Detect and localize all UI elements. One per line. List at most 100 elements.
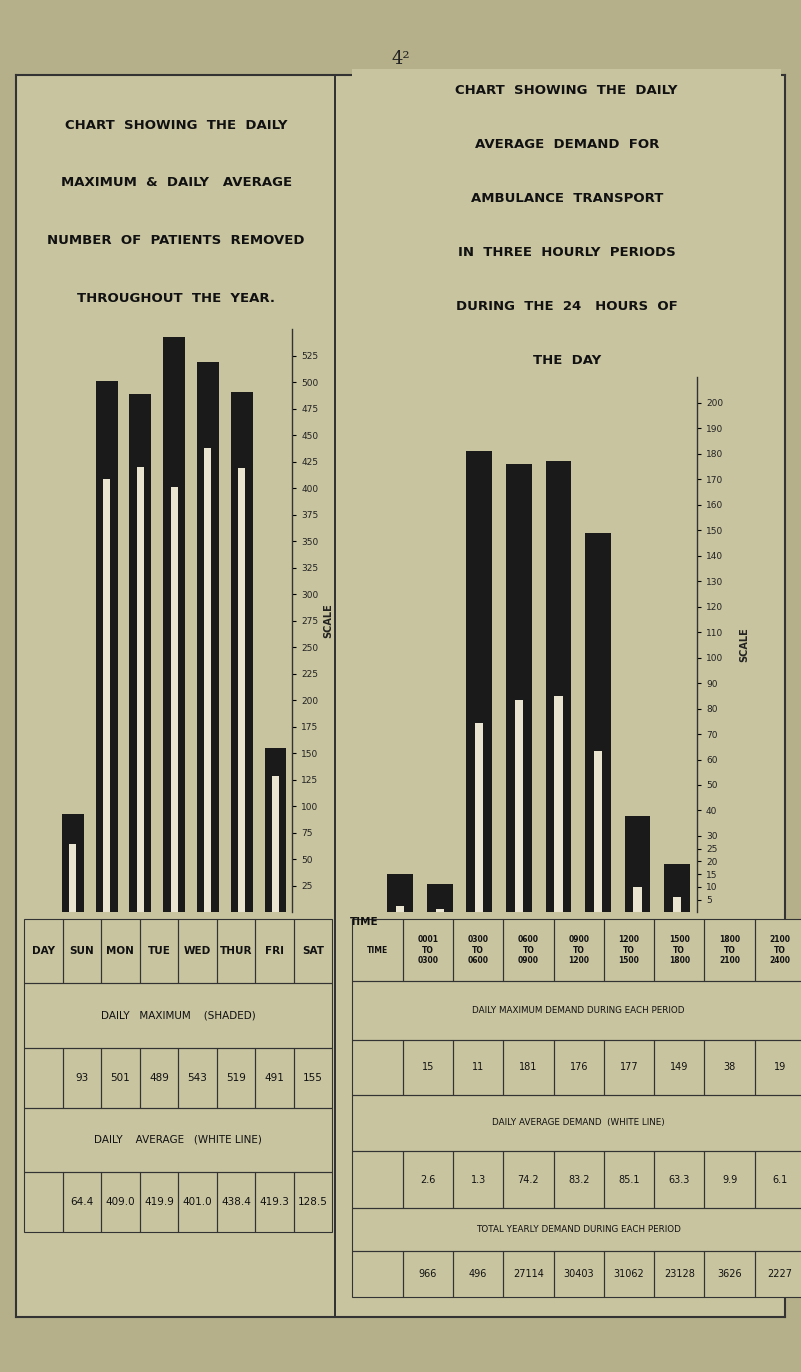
Bar [503,1040,553,1095]
Bar [352,1040,403,1095]
Text: 93: 93 [75,1073,88,1083]
Text: 85.1: 85.1 [618,1174,640,1184]
Bar [503,919,553,981]
Text: 64.4: 64.4 [70,1198,94,1207]
Text: 419.9: 419.9 [144,1198,174,1207]
Text: 181: 181 [519,1062,537,1073]
Bar [396,906,405,912]
Bar [171,487,178,912]
Bar [755,1151,801,1207]
Bar [24,984,332,1048]
Bar [103,479,111,912]
Text: 6.1: 6.1 [772,1174,787,1184]
Bar [554,696,562,912]
Text: 1500
TO
1800: 1500 TO 1800 [669,936,690,966]
Bar [466,451,492,912]
Bar [163,336,185,912]
Bar [664,864,690,912]
Text: 0001
TO
0300: 0001 TO 0300 [417,936,438,966]
Bar [217,1172,256,1232]
Bar [654,919,704,981]
Bar [130,394,151,912]
Bar [256,919,294,984]
Bar [755,919,801,981]
Text: 177: 177 [620,1062,638,1073]
Bar [604,1040,654,1095]
Text: 74.2: 74.2 [517,1174,539,1184]
Bar [333,75,336,1317]
Text: WED: WED [184,947,211,956]
Text: 2.6: 2.6 [421,1174,436,1184]
Bar [272,777,279,912]
Bar [231,392,252,912]
Text: 491: 491 [264,1073,284,1083]
Bar [654,1251,704,1297]
Bar [179,1048,217,1109]
Text: 489: 489 [149,1073,169,1083]
Text: 11: 11 [472,1062,485,1073]
Text: 519: 519 [226,1073,246,1083]
Text: 0900
TO
1200: 0900 TO 1200 [568,936,590,966]
Text: DAILY    AVERAGE   (WHITE LINE): DAILY AVERAGE (WHITE LINE) [95,1135,262,1146]
Text: 27114: 27114 [513,1269,544,1279]
Bar [256,1172,294,1232]
Bar [427,885,453,912]
Bar [179,919,217,984]
Bar [294,919,332,984]
Bar [70,844,76,912]
Bar [139,1172,179,1232]
Bar [96,381,118,912]
Text: IN  THREE  HOURLY  PERIODS: IN THREE HOURLY PERIODS [458,246,675,259]
Bar [704,1251,755,1297]
Text: TIME: TIME [350,916,379,927]
Text: 438.4: 438.4 [221,1198,251,1207]
Text: 176: 176 [570,1062,588,1073]
Bar [704,1151,755,1207]
Text: 501: 501 [111,1073,131,1083]
Bar [453,1151,503,1207]
Text: MON: MON [107,947,135,956]
Text: 401.0: 401.0 [183,1198,212,1207]
Bar [403,1151,453,1207]
Bar [294,1048,332,1109]
Bar [704,919,755,981]
Text: TUE: TUE [147,947,171,956]
Text: THROUGHOUT  THE  YEAR.: THROUGHOUT THE YEAR. [77,292,276,305]
Text: DAILY MAXIMUM DEMAND DURING EACH PERIOD: DAILY MAXIMUM DEMAND DURING EACH PERIOD [473,1006,685,1015]
Bar [755,1251,801,1297]
Bar [294,1172,332,1232]
Bar [654,1040,704,1095]
Bar [453,919,503,981]
Text: 419.3: 419.3 [260,1198,289,1207]
Bar [62,1172,101,1232]
Bar [515,700,523,912]
Bar [453,1040,503,1095]
Text: 128.5: 128.5 [298,1198,328,1207]
Bar [453,1251,503,1297]
Bar [62,814,84,912]
Bar [62,1048,101,1109]
Text: AMBULANCE  TRANSPORT: AMBULANCE TRANSPORT [470,192,663,204]
Text: 1200
TO
1500: 1200 TO 1500 [618,936,639,966]
Bar [553,1251,604,1297]
Text: FRI: FRI [265,947,284,956]
Text: MAXIMUM  &  DAILY   AVERAGE: MAXIMUM & DAILY AVERAGE [61,177,292,189]
Bar [403,919,453,981]
Bar [238,468,245,912]
Bar [586,532,611,912]
Text: NUMBER  OF  PATIENTS  REMOVED: NUMBER OF PATIENTS REMOVED [47,235,305,247]
Bar [475,723,484,912]
Bar [217,919,256,984]
Bar [352,1095,801,1151]
Bar [101,1172,139,1232]
Bar [604,1251,654,1297]
Text: 2100
TO
2400: 2100 TO 2400 [770,936,791,966]
Bar [503,1251,553,1297]
Bar [673,897,681,912]
Text: 1.3: 1.3 [470,1174,485,1184]
Text: 2227: 2227 [767,1269,792,1279]
Text: AVERAGE  DEMAND  FOR: AVERAGE DEMAND FOR [474,137,659,151]
Bar [634,888,642,912]
Bar [436,910,444,912]
Text: CHART  SHOWING  THE  DAILY: CHART SHOWING THE DAILY [456,84,678,96]
